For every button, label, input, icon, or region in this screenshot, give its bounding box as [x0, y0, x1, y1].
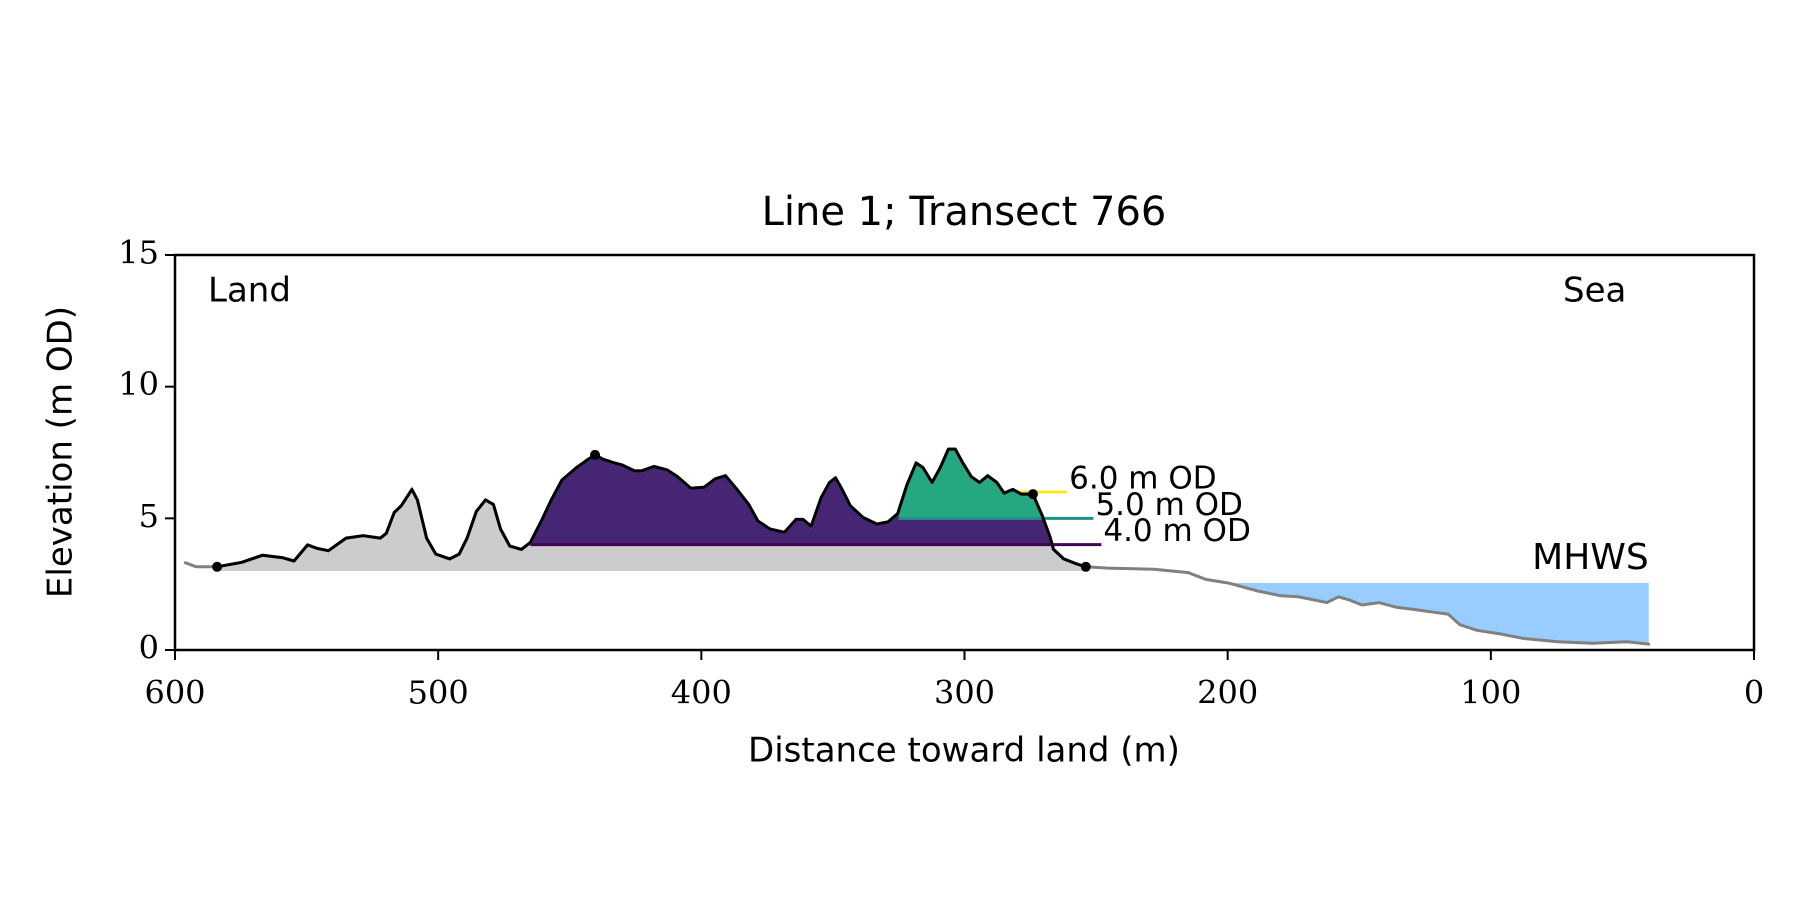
marker — [590, 449, 601, 460]
annotation: Sea — [1563, 271, 1626, 311]
y-tick-label: 10 — [118, 365, 159, 403]
chart-title: Line 1; Transect 766 — [762, 189, 1167, 235]
y-tick-label: 5 — [139, 497, 159, 535]
y-axis-label: Elevation (m OD) — [41, 306, 81, 598]
x-tick-label: 400 — [671, 674, 732, 712]
x-tick-label: 0 — [1744, 674, 1764, 712]
x-tick-label: 300 — [934, 674, 995, 712]
highlight-line — [216, 447, 1087, 569]
y-tick-label: 15 — [118, 234, 159, 272]
x-tick-label: 100 — [1460, 674, 1521, 712]
x-axis-label: Distance toward land (m) — [748, 731, 1180, 771]
x-tick-label: 600 — [144, 674, 205, 712]
level-label: 4.0 m OD — [1103, 513, 1250, 549]
marker — [212, 561, 223, 572]
level-label: 5.0 m OD — [1095, 487, 1242, 523]
x-tick-label: 500 — [408, 674, 469, 712]
annotation: Land — [208, 271, 291, 311]
marker — [1080, 561, 1091, 572]
level-label: 6.0 m OD — [1069, 461, 1216, 497]
marker — [1027, 489, 1038, 500]
y-tick-label: 0 — [139, 629, 159, 667]
mhws-label: MHWS — [1532, 537, 1649, 578]
x-tick-label: 200 — [1197, 674, 1258, 712]
